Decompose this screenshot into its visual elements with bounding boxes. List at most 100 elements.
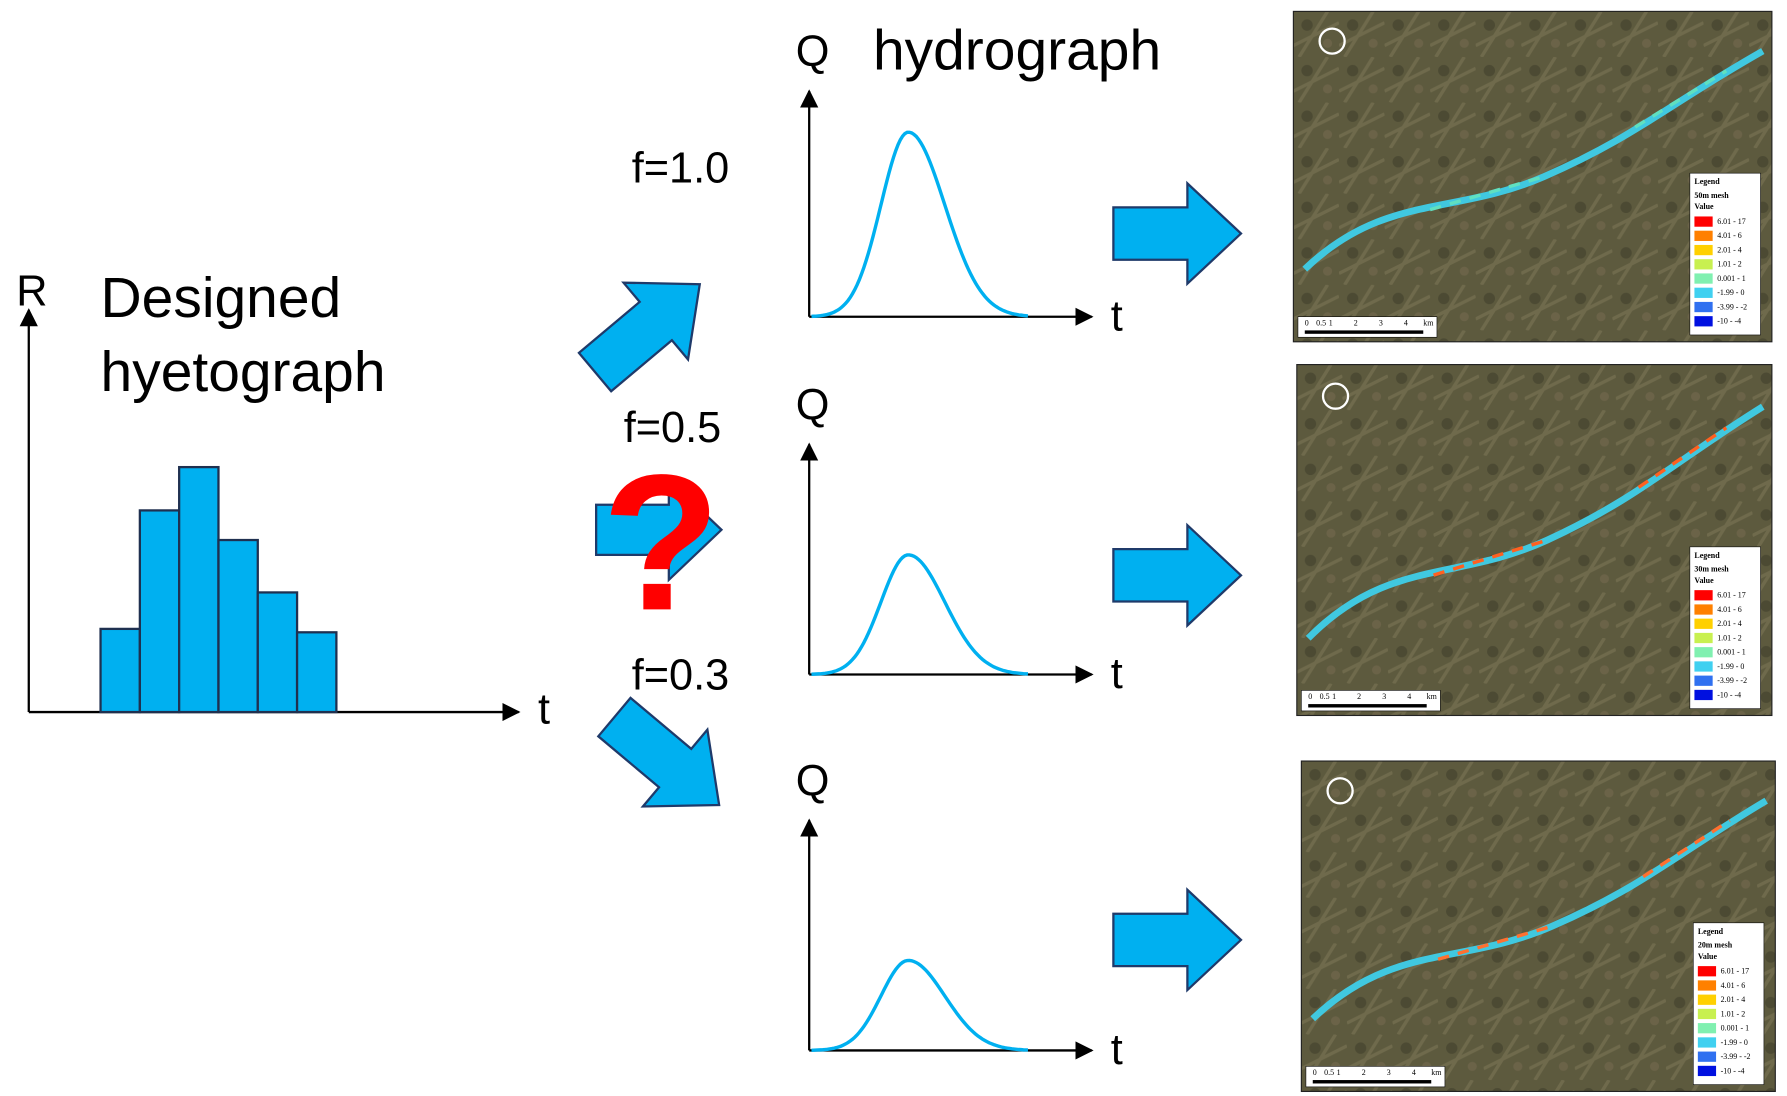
river xyxy=(1310,797,1768,1022)
river-detail xyxy=(1433,426,1728,577)
scale-label: 1 xyxy=(1332,692,1336,701)
legend-item: 2.01 - 4 xyxy=(1721,995,1746,1004)
axis-label: t xyxy=(1111,292,1123,340)
scale-label: 3 xyxy=(1387,1068,1391,1077)
legend-item: 2.01 - 4 xyxy=(1717,619,1742,628)
arrow xyxy=(1112,887,1243,993)
legend-swatch xyxy=(1694,632,1713,644)
legend-value: Value xyxy=(1698,952,1718,961)
compass xyxy=(1326,777,1354,805)
scale-label: 1 xyxy=(1337,1068,1341,1077)
scale-label: km xyxy=(1423,318,1434,327)
legend-swatch xyxy=(1694,675,1713,686)
f-label: f=0.5 xyxy=(624,404,721,452)
hydrograph-curve xyxy=(811,130,1029,319)
scale-label: 2 xyxy=(1354,318,1358,327)
legend-item: 4.01 - 6 xyxy=(1717,231,1742,240)
compass xyxy=(1321,382,1350,410)
legend-swatch xyxy=(1694,244,1713,256)
scale-label: 3 xyxy=(1382,692,1386,701)
title: Designed xyxy=(101,266,342,330)
question-mark: ? xyxy=(602,435,720,651)
axis-label: Q xyxy=(796,28,830,76)
legend-item: -10 - -4 xyxy=(1721,1066,1745,1075)
legend-swatch xyxy=(1697,1023,1717,1034)
arrow xyxy=(1112,180,1243,287)
legend-mesh: 20m mesh xyxy=(1698,940,1733,949)
legend-swatch xyxy=(1694,316,1713,327)
legend-swatch xyxy=(1694,230,1713,241)
legend-swatch xyxy=(1694,287,1713,298)
legend-title: Legend xyxy=(1698,927,1724,936)
legend-item: 0.001 - 1 xyxy=(1717,274,1746,283)
legend-title: Legend xyxy=(1694,177,1720,186)
scale-label: 0.5 xyxy=(1320,692,1330,701)
legend-item: 6.01 - 17 xyxy=(1717,591,1746,600)
arrow xyxy=(595,476,724,583)
river-detail xyxy=(1437,819,1731,961)
scale-label: 0 xyxy=(1305,318,1309,327)
legend-swatch xyxy=(1694,301,1713,313)
legend-item: 6.01 - 17 xyxy=(1717,217,1746,226)
scale-label: 2 xyxy=(1357,692,1361,701)
scale-label: 0.5 xyxy=(1316,318,1326,327)
legend-item: 0.001 - 1 xyxy=(1717,648,1746,657)
arrow xyxy=(577,281,702,393)
legend-swatch xyxy=(1694,618,1713,629)
legend-swatch xyxy=(1697,980,1717,991)
legend-item: 1.01 - 2 xyxy=(1721,1009,1746,1018)
scale-label: 3 xyxy=(1379,318,1383,327)
scale-label: 1 xyxy=(1329,318,1333,327)
scale-label: 4 xyxy=(1404,318,1408,327)
scale-bar xyxy=(1304,330,1424,334)
legend-swatch xyxy=(1697,1008,1717,1020)
legend-value: Value xyxy=(1694,202,1714,211)
arrow xyxy=(596,696,721,808)
legend-swatch xyxy=(1697,1051,1717,1062)
legend-item: -1.99 - 0 xyxy=(1717,288,1744,297)
legend-item: 6.01 - 17 xyxy=(1721,967,1750,976)
legend-swatch xyxy=(1694,689,1713,701)
legend-swatch xyxy=(1694,604,1713,615)
axis-label: t xyxy=(538,685,550,733)
arrow xyxy=(1112,522,1243,629)
hyetograph-bars xyxy=(99,465,338,714)
river xyxy=(1305,403,1765,641)
scale-label: km xyxy=(1431,1068,1442,1077)
scale-label: 4 xyxy=(1412,1068,1416,1077)
legend-swatch xyxy=(1694,590,1713,601)
legend-mesh: 50m mesh xyxy=(1694,191,1729,200)
legend-item: 0.001 - 1 xyxy=(1721,1024,1750,1033)
scale-label: km xyxy=(1427,692,1438,701)
legend-swatch xyxy=(1694,216,1713,227)
legend-swatch xyxy=(1697,994,1717,1005)
title: hydrograph xyxy=(873,19,1161,83)
legend-item: 4.01 - 6 xyxy=(1717,605,1742,614)
legend-title: Legend xyxy=(1694,551,1720,560)
legend-item: 1.01 - 2 xyxy=(1717,633,1742,642)
axis-label: Q xyxy=(796,757,830,805)
title: hyetograph xyxy=(101,340,386,404)
f-label: f=1.0 xyxy=(632,144,729,192)
legend-item: -10 - -4 xyxy=(1717,317,1741,326)
legend-item: 2.01 - 4 xyxy=(1717,245,1742,254)
compass xyxy=(1318,27,1346,55)
legend-swatch xyxy=(1697,1065,1717,1077)
legend-mesh: 30m mesh xyxy=(1694,564,1729,573)
f-label: f=0.3 xyxy=(632,651,729,699)
legend-item: -1.99 - 0 xyxy=(1721,1038,1748,1047)
river xyxy=(1302,48,1765,272)
river-detail xyxy=(1429,69,1728,212)
legend-swatch xyxy=(1697,966,1717,977)
axis-label: Q xyxy=(796,381,830,429)
legend-item: -1.99 - 0 xyxy=(1717,662,1744,671)
legend-swatch xyxy=(1697,1037,1717,1048)
legend-item: -3.99 - -2 xyxy=(1717,302,1747,311)
scale-label: 0.5 xyxy=(1324,1068,1334,1077)
scale-bar xyxy=(1312,1080,1432,1084)
